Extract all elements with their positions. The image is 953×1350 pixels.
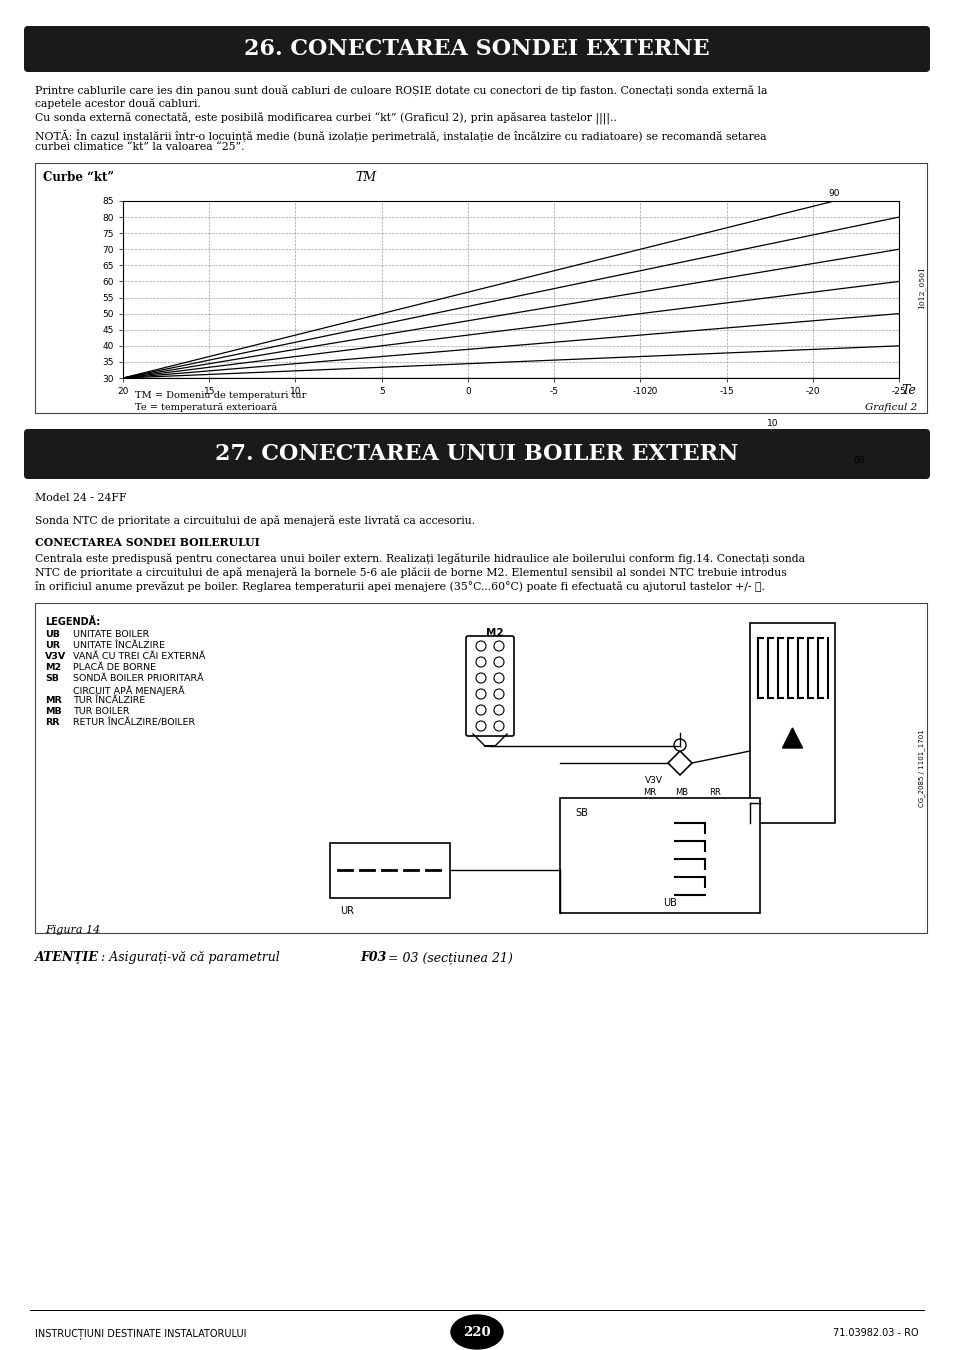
Text: F03: F03: [359, 950, 386, 964]
Text: RR: RR: [45, 718, 59, 728]
Text: RR: RR: [708, 788, 720, 796]
Bar: [749, 622, 834, 824]
Text: Sonda NTC de prioritate a circuitului de apă menajeră este livrată ca accesoriu.: Sonda NTC de prioritate a circuitului de…: [35, 514, 475, 526]
Text: UNITATE ÎNCĂLZIRE: UNITATE ÎNCĂLZIRE: [73, 641, 165, 649]
Ellipse shape: [451, 1315, 502, 1349]
Text: M2: M2: [45, 663, 61, 672]
Text: TUR ÎNCĂLZIRE: TUR ÎNCĂLZIRE: [73, 697, 145, 705]
Polygon shape: [781, 728, 801, 748]
Bar: [330, 842, 450, 898]
FancyBboxPatch shape: [24, 429, 929, 479]
Circle shape: [476, 674, 485, 683]
Circle shape: [494, 657, 503, 667]
Text: LEGENDĂ:: LEGENDĂ:: [45, 617, 100, 626]
Circle shape: [476, 688, 485, 699]
Text: Figura 14: Figura 14: [45, 925, 100, 936]
Text: CONECTAREA SONDEI BOILERULUI: CONECTAREA SONDEI BOILERULUI: [35, 537, 259, 548]
Bar: [35, 163, 926, 413]
Text: Curbe “kt”: Curbe “kt”: [43, 171, 114, 184]
Text: Te: Te: [900, 385, 915, 397]
Text: : Asigurați-vă că parametrul: : Asigurați-vă că parametrul: [101, 950, 279, 964]
Text: VANĂ CU TREI CĂI EXTERNĂ: VANĂ CU TREI CĂI EXTERNĂ: [73, 652, 205, 662]
Text: Printre cablurile care ies din panou sunt două cabluri de culoare ROȘIE dotate c: Printre cablurile care ies din panou sun…: [35, 85, 766, 96]
Text: MB: MB: [45, 707, 62, 716]
Text: M2: M2: [486, 628, 503, 639]
Text: = 03 (secțiunea 21): = 03 (secțiunea 21): [388, 950, 513, 964]
Text: MR: MR: [642, 788, 656, 796]
Text: MB: MB: [675, 788, 688, 796]
Text: TM: TM: [355, 171, 375, 184]
Circle shape: [476, 721, 485, 730]
Text: NOTĂ: În cazul instalării într-o locuință medie (bună izolație perimetrală, inst: NOTĂ: În cazul instalării într-o locuinț…: [35, 130, 765, 142]
Text: CG_2085 / 1101_1701: CG_2085 / 1101_1701: [918, 729, 924, 807]
Text: V3V: V3V: [45, 652, 66, 662]
Text: ATENȚIE: ATENȚIE: [35, 950, 99, 964]
Circle shape: [494, 705, 503, 716]
Text: MR: MR: [45, 697, 62, 705]
Text: 90: 90: [828, 189, 840, 198]
Text: 20: 20: [645, 387, 657, 397]
Text: 10: 10: [766, 418, 778, 428]
Text: Te = temperatură exterioară: Te = temperatură exterioară: [135, 404, 276, 413]
Text: în orificiul anume prevăzut pe boiler. Reglarea temperaturii apei menajere (35°C: în orificiul anume prevăzut pe boiler. R…: [35, 580, 764, 593]
FancyBboxPatch shape: [24, 26, 929, 72]
Text: Cu sonda externă conectată, este posibilă modificarea curbei “kt” (Graficul 2), : Cu sonda externă conectată, este posibil…: [35, 111, 616, 123]
Text: curbei climatice “kt” la valoarea “25”.: curbei climatice “kt” la valoarea “25”.: [35, 142, 244, 153]
Circle shape: [494, 688, 503, 699]
Text: UR: UR: [45, 641, 60, 649]
Circle shape: [494, 721, 503, 730]
Text: 00: 00: [852, 456, 863, 464]
Text: 1012_0501: 1012_0501: [916, 266, 924, 309]
Text: SONDĂ BOILER PRIORITARĂ: SONDĂ BOILER PRIORITARĂ: [73, 674, 203, 683]
Text: INSTRUCȚIUNI DESTINATE INSTALATORULUI: INSTRUCȚIUNI DESTINATE INSTALATORULUI: [35, 1328, 246, 1339]
Text: V3V: V3V: [644, 776, 662, 784]
Text: RETUR ÎNCĂLZIRE/BOILER: RETUR ÎNCĂLZIRE/BOILER: [73, 718, 195, 728]
Text: 26. CONECTAREA SONDEI EXTERNE: 26. CONECTAREA SONDEI EXTERNE: [244, 38, 709, 59]
Circle shape: [494, 674, 503, 683]
FancyBboxPatch shape: [465, 636, 514, 736]
Bar: [35, 603, 926, 933]
Text: CIRCUIT APĂ MENAJERĂ: CIRCUIT APĂ MENAJERĂ: [73, 684, 185, 695]
Text: capetele acestor două cabluri.: capetele acestor două cabluri.: [35, 99, 200, 109]
Circle shape: [494, 641, 503, 651]
Text: PLACĂ DE BORNE: PLACĂ DE BORNE: [73, 663, 156, 672]
Text: 71.03982.03 - RO: 71.03982.03 - RO: [833, 1328, 918, 1338]
Circle shape: [673, 738, 685, 751]
Text: UNITATE BOILER: UNITATE BOILER: [73, 630, 149, 639]
Text: UB: UB: [662, 898, 677, 909]
Text: TM = Domeniu de temperaturi tur: TM = Domeniu de temperaturi tur: [135, 392, 306, 400]
Text: SB: SB: [575, 809, 587, 818]
Polygon shape: [667, 751, 691, 775]
Circle shape: [476, 641, 485, 651]
Circle shape: [476, 657, 485, 667]
Text: UB: UB: [45, 630, 60, 639]
Text: NTC de prioritate a circuitului de apă menajeră la bornele 5-6 ale plăcii de bor: NTC de prioritate a circuitului de apă m…: [35, 567, 786, 578]
Text: UR: UR: [339, 906, 354, 917]
Bar: [559, 798, 760, 913]
Text: 220: 220: [463, 1326, 490, 1338]
Text: Centrala este predispusă pentru conectarea unui boiler extern. Realizați legătur: Centrala este predispusă pentru conectar…: [35, 554, 804, 564]
Text: TUR BOILER: TUR BOILER: [73, 707, 130, 716]
Circle shape: [476, 705, 485, 716]
Text: SB: SB: [45, 674, 59, 683]
Text: 27. CONECTAREA UNUI BOILER EXTERN: 27. CONECTAREA UNUI BOILER EXTERN: [215, 443, 738, 464]
Text: Graficul 2: Graficul 2: [863, 404, 916, 412]
Text: Model 24 - 24FF: Model 24 - 24FF: [35, 493, 127, 504]
